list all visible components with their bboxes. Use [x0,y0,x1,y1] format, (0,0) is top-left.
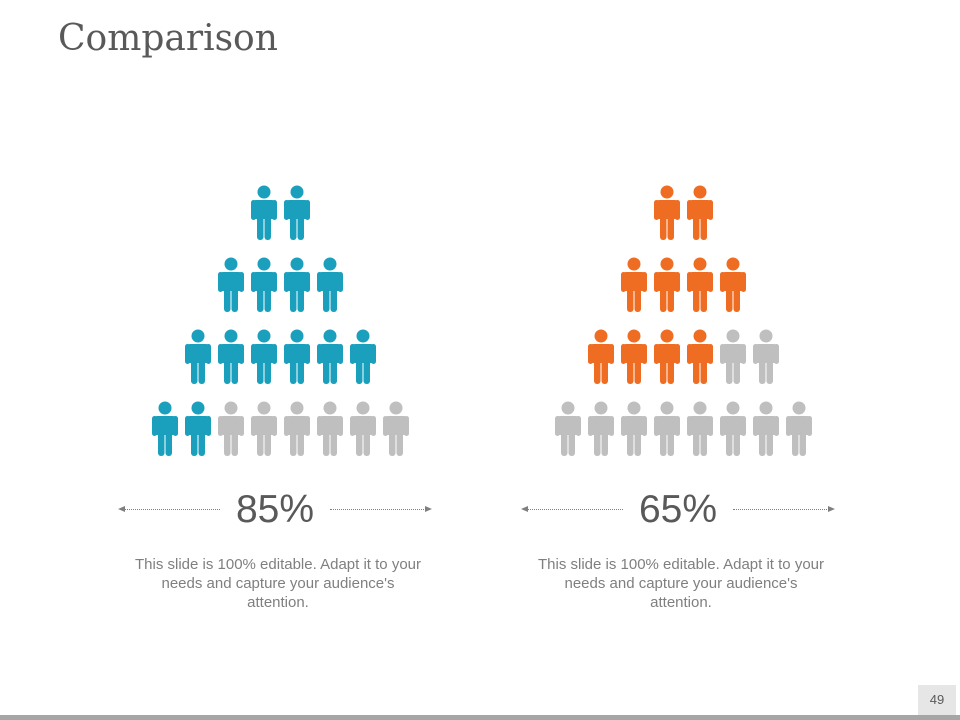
person-icon-gray [215,401,247,457]
percentage-row-right: 65% [521,485,835,535]
person-icon-highlighted [585,329,617,385]
people-pyramid-right [533,185,833,475]
person-icon-highlighted [618,329,650,385]
person-icon-gray [684,401,716,457]
person-icon-gray [248,401,280,457]
person-icon-highlighted [182,401,214,457]
person-icon-highlighted [248,329,280,385]
person-icon-highlighted [215,257,247,313]
person-icon-gray [750,401,782,457]
person-icon-gray [750,329,782,385]
left-arrow-icon [118,506,220,512]
person-icon-highlighted [314,329,346,385]
person-icon-gray [618,401,650,457]
percentage-row-left: 85% [118,485,432,535]
right-arrow-icon [330,506,432,512]
comparison-panel-right: 65% This slide is 100% editable. Adapt i… [521,185,835,625]
person-icon-highlighted [651,257,683,313]
right-arrow-icon [733,506,835,512]
description-text: This slide is 100% editable. Adapt it to… [135,556,421,611]
left-arrow-icon [521,506,623,512]
person-icon-highlighted [347,329,379,385]
person-icon-highlighted [651,329,683,385]
person-icon-highlighted [281,329,313,385]
person-icon-highlighted [618,257,650,313]
person-icon-highlighted [149,401,181,457]
footer-bar [0,715,960,720]
person-icon-highlighted [281,257,313,313]
pyramid-row [130,257,430,313]
person-icon-gray [585,401,617,457]
slide-title: Comparison [58,18,278,59]
person-icon-gray [347,401,379,457]
pyramid-row [130,401,430,457]
person-icon-gray [717,401,749,457]
person-icon-highlighted [248,185,280,241]
person-icon-gray [717,329,749,385]
person-icon-gray [552,401,584,457]
person-icon-highlighted [684,257,716,313]
pyramid-row [130,329,430,385]
pyramid-row [533,257,833,313]
pyramid-row [533,185,833,241]
comparison-panel-left: 85% This slide is 100% editable. Adapt i… [118,185,432,625]
person-icon-gray [314,401,346,457]
person-icon-gray [380,401,412,457]
percentage-value: 85% [235,488,315,531]
page-number: 49 [918,685,956,715]
description-text: This slide is 100% editable. Adapt it to… [538,556,824,611]
person-icon-highlighted [215,329,247,385]
pyramid-row [130,185,430,241]
person-icon-highlighted [651,185,683,241]
person-icon-highlighted [717,257,749,313]
person-icon-highlighted [314,257,346,313]
person-icon-gray [281,401,313,457]
percentage-value: 65% [638,488,718,531]
pyramid-row [533,401,833,457]
person-icon-highlighted [248,257,280,313]
person-icon-highlighted [684,185,716,241]
person-icon-highlighted [182,329,214,385]
person-icon-highlighted [684,329,716,385]
person-icon-highlighted [281,185,313,241]
people-pyramid-left [130,185,430,475]
person-icon-gray [651,401,683,457]
pyramid-row [533,329,833,385]
person-icon-gray [783,401,815,457]
